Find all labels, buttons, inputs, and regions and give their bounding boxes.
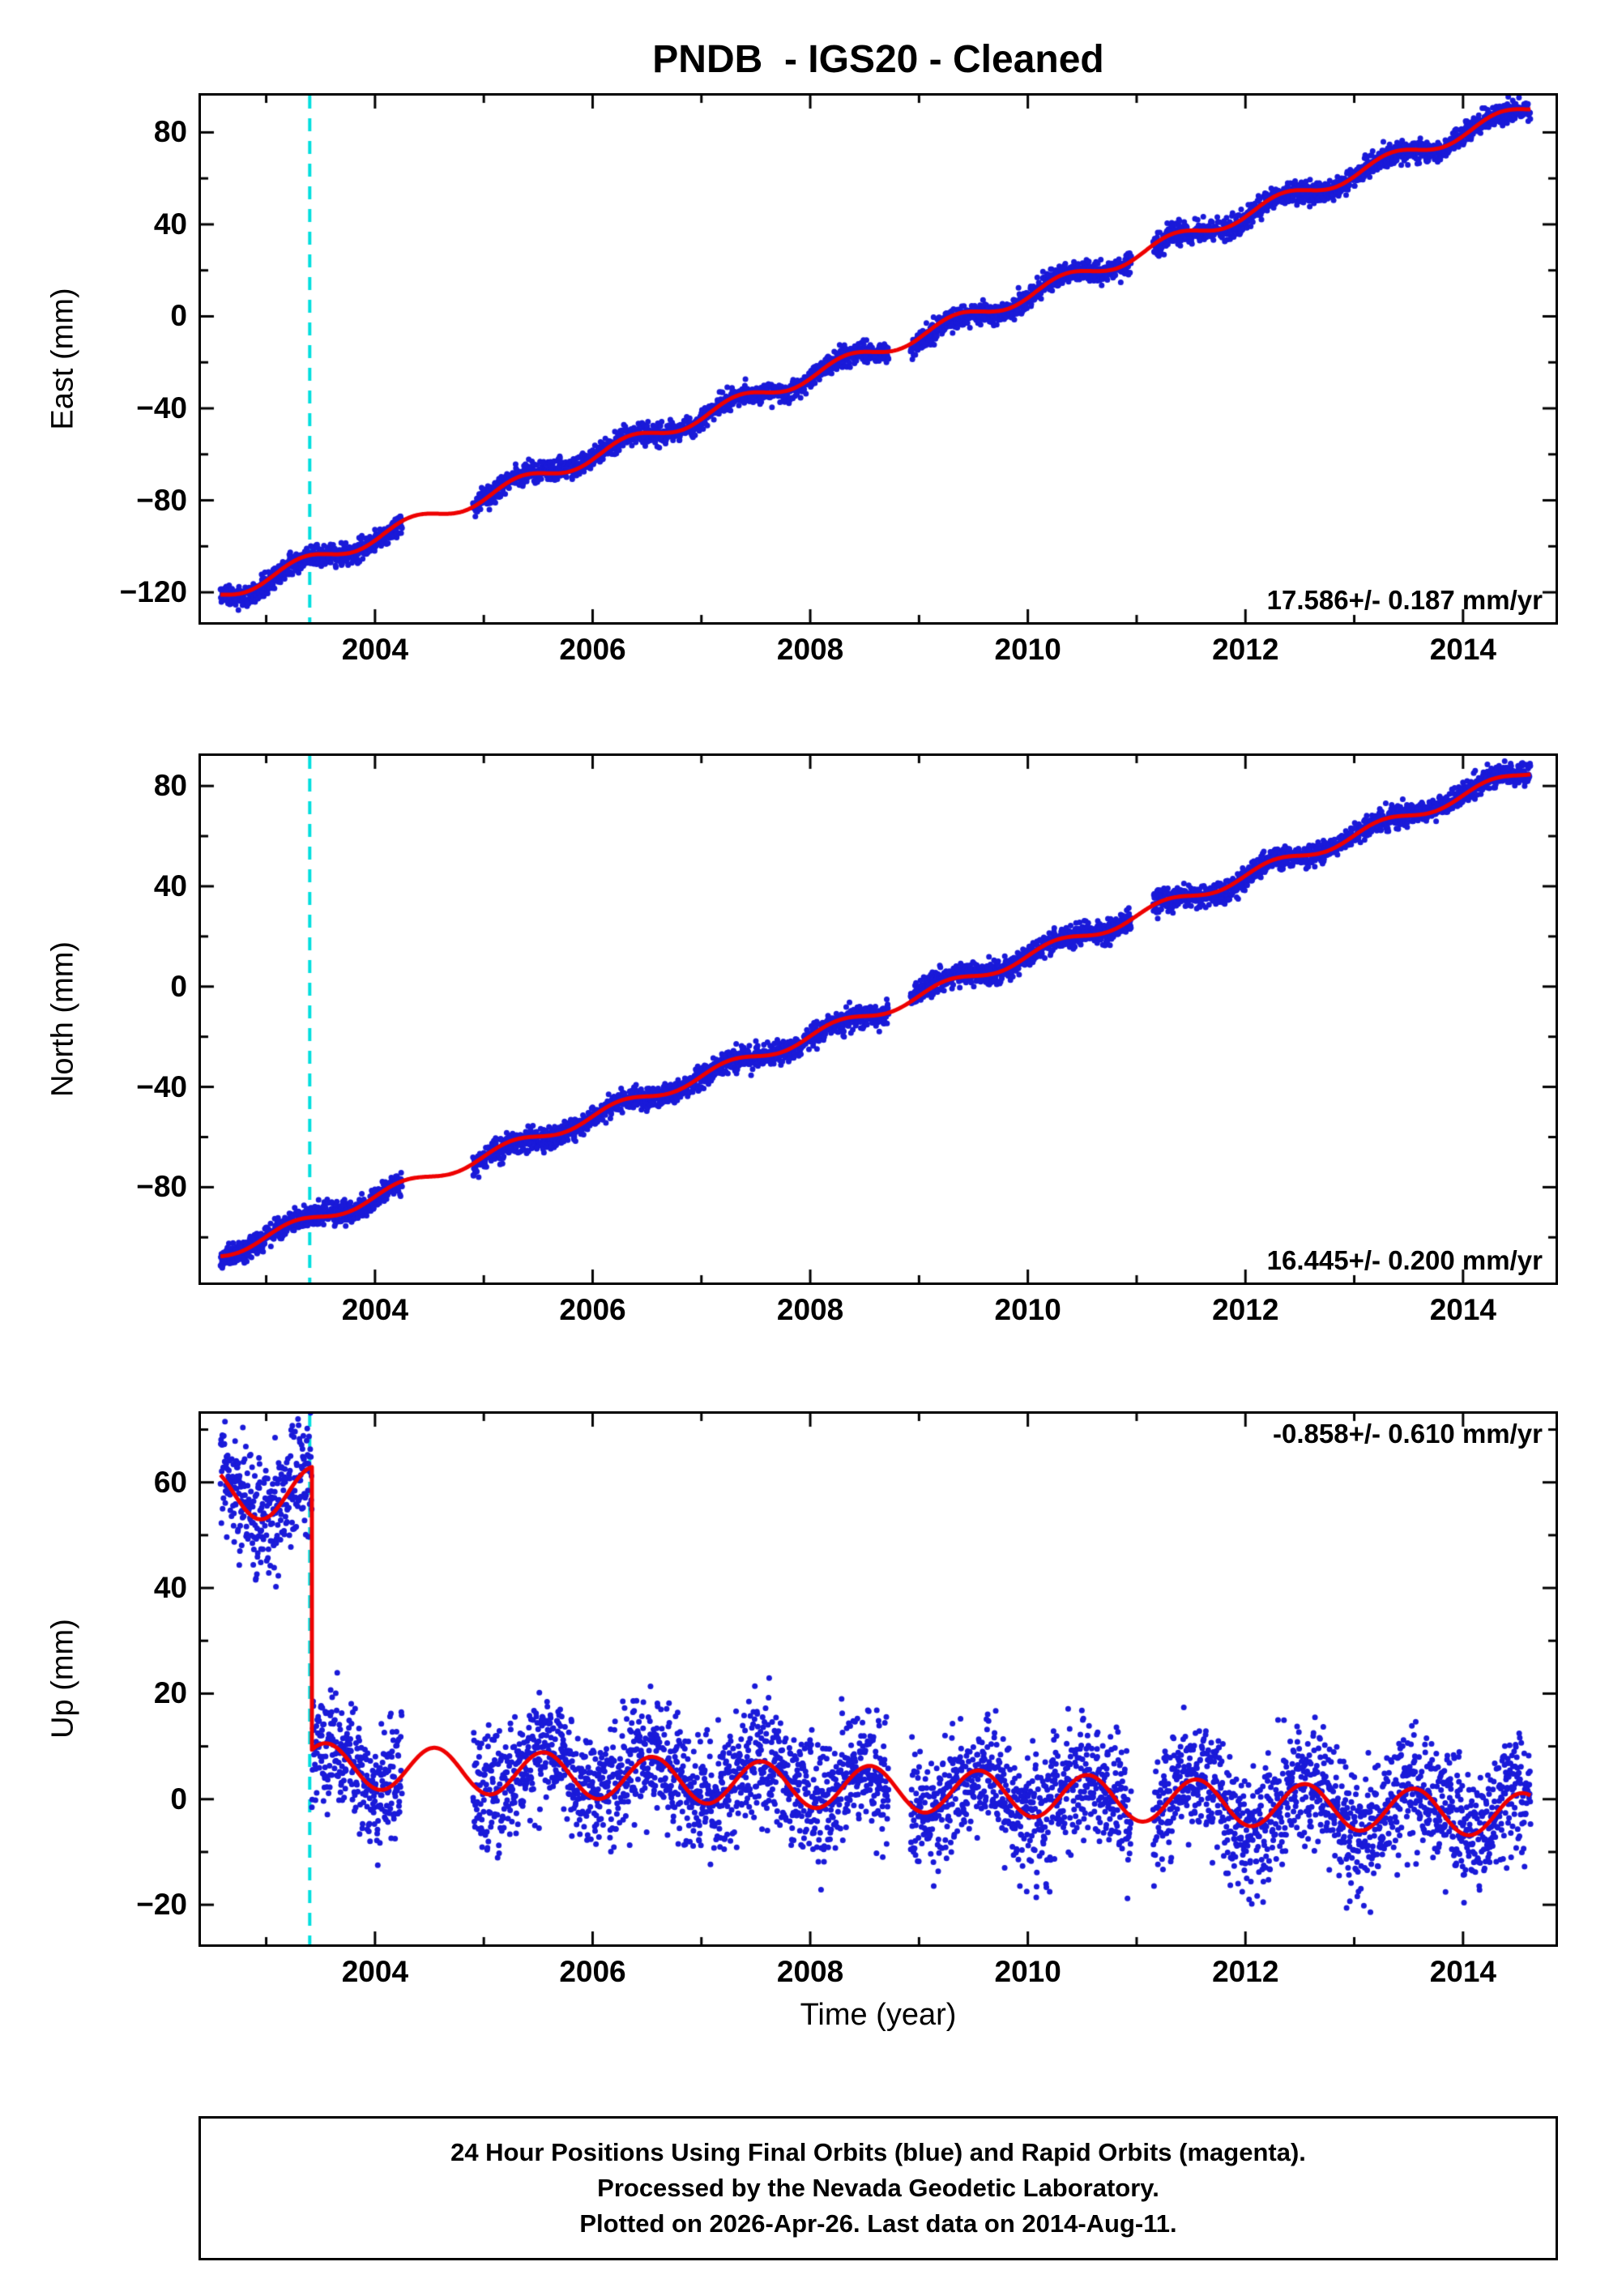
north-rate-label: 16.445+/- 0.200 mm/yr <box>1266 1245 1543 1275</box>
north-x-tick-label: 2006 <box>559 1293 626 1326</box>
up-x-tick-label: 2014 <box>1429 1955 1496 1988</box>
east-x-tick-label: 2004 <box>341 633 409 666</box>
east-y-tick-label: 80 <box>153 115 187 149</box>
east-rate-label: 17.586+/- 0.187 mm/yr <box>1266 585 1543 615</box>
up-x-tick-label: 2006 <box>559 1955 626 1988</box>
time-axis-label: Time (year) <box>800 1998 957 2032</box>
east-plot-canvas <box>201 96 1556 622</box>
north-x-tick-label: 2012 <box>1212 1293 1279 1326</box>
east-y-tick-label: −80 <box>136 483 187 517</box>
up-y-tick-label: −20 <box>136 1888 187 1922</box>
east-y-tick-label: 0 <box>170 299 187 333</box>
up-y-tick-label: 40 <box>153 1571 187 1605</box>
up-x-tick-label: 2012 <box>1212 1955 1279 1988</box>
north-x-tick-label: 2008 <box>776 1293 844 1326</box>
east-panel: 17.586+/- 0.187 mm/yr <box>198 93 1558 625</box>
north-y-tick-label: −40 <box>136 1069 187 1103</box>
up-y-tick-label: 60 <box>153 1465 187 1499</box>
north-y-tick-label: 40 <box>153 868 187 903</box>
plot-title: PNDB - IGS20 - Cleaned <box>652 38 1104 81</box>
east-x-tick-label: 2014 <box>1429 633 1496 666</box>
caption-box: 24 Hour Positions Using Final Orbits (bl… <box>198 2116 1558 2260</box>
east-x-tick-label: 2012 <box>1212 633 1279 666</box>
north-x-tick-label: 2014 <box>1429 1293 1496 1326</box>
up-rate-label: -0.858+/- 0.610 mm/yr <box>1273 1419 1543 1449</box>
up-plot-canvas <box>201 1414 1556 1944</box>
caption-line-plotted: Plotted on 2026-Apr-26. Last data on 201… <box>579 2209 1177 2238</box>
east-x-tick-label: 2006 <box>559 633 626 666</box>
north-x-tick-label: 2010 <box>994 1293 1061 1326</box>
north-plot-canvas <box>201 756 1556 1282</box>
north-y-tick-label: −80 <box>136 1170 187 1204</box>
east-x-tick-label: 2008 <box>776 633 844 666</box>
caption-line-processed: Processed by the Nevada Geodetic Laborat… <box>597 2174 1159 2202</box>
north-x-tick-label: 2004 <box>341 1293 409 1326</box>
up-x-tick-label: 2008 <box>776 1955 844 1988</box>
up-y-tick-label: 0 <box>170 1782 187 1816</box>
up-x-tick-label: 2004 <box>341 1955 409 1988</box>
caption-line-orbits: 24 Hour Positions Using Final Orbits (bl… <box>450 2138 1306 2166</box>
east-y-tick-label: −120 <box>119 575 187 609</box>
east-x-tick-label: 2010 <box>994 633 1061 666</box>
up-panel: -0.858+/- 0.610 mm/yr <box>198 1411 1558 1947</box>
north-y-tick-label: 80 <box>153 769 187 803</box>
north-y-tick-label: 0 <box>170 969 187 1003</box>
east-y-tick-label: −40 <box>136 391 187 425</box>
east-y-tick-label: 40 <box>153 207 187 241</box>
north-panel: 16.445+/- 0.200 mm/yr <box>198 753 1558 1285</box>
up-y-tick-label: 20 <box>153 1676 187 1710</box>
up-x-tick-label: 2010 <box>994 1955 1061 1988</box>
